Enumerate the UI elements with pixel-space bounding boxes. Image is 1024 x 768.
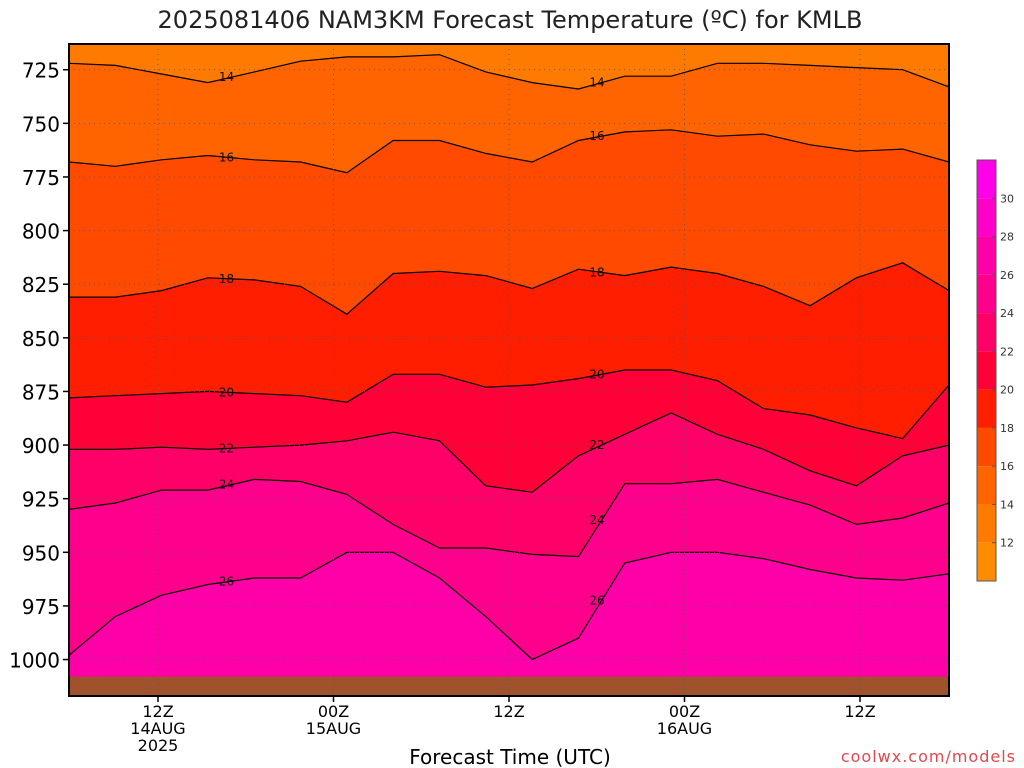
contour-label-18: 18: [219, 272, 234, 286]
colorbar: 12 14 16 18 20 22 24 26 28 30: [976, 159, 1014, 582]
x-tick-label: 00Z: [669, 702, 700, 721]
colorbar-bin-30: [977, 160, 996, 199]
colorbar-bin-20: [977, 351, 996, 390]
grid-lines: [69, 44, 949, 696]
contour-24: [69, 478, 949, 558]
colorbar-bin-10: [977, 542, 996, 581]
contour-26: [69, 551, 949, 661]
chart-title: 2025081406 NAM3KM Forecast Temperature (…: [158, 6, 863, 34]
colorbar-label: 20: [1000, 384, 1014, 397]
contour-20: [69, 369, 949, 440]
x-axis-title: Forecast Time (UTC): [409, 745, 611, 768]
y-tick-label: 825: [22, 273, 60, 297]
y-tick-label: 925: [22, 488, 60, 512]
x-tick-label: 12Z: [844, 702, 875, 721]
contour-18: [69, 262, 949, 315]
ground-surface: [69, 676, 949, 696]
y-tick-label: 975: [22, 595, 60, 619]
contour-label-16: 16: [219, 151, 234, 165]
y-tick-label: 1000: [9, 649, 60, 673]
x-tick-label: 00Z: [318, 702, 349, 721]
contour-label-26: 26: [219, 574, 234, 588]
x-tick-label: 12Z: [493, 702, 524, 721]
y-tick-label: 900: [22, 434, 60, 458]
y-tick-label: 725: [22, 59, 60, 83]
x-tick-label: 14AUG: [130, 719, 185, 738]
colorbar-label: 28: [1000, 231, 1014, 244]
x-tick-label: 12Z: [142, 702, 173, 721]
colorbar-label: 12: [1000, 537, 1014, 550]
colorbar-label: 26: [1000, 269, 1014, 282]
contour-label-24: 24: [589, 513, 604, 527]
colorbar-label: 30: [1000, 192, 1014, 205]
contour-label-26: 26: [589, 594, 604, 608]
contour-label-16: 16: [589, 129, 604, 143]
contour-label-24: 24: [219, 478, 234, 492]
contour-label-20: 20: [219, 386, 234, 400]
contour-label-14: 14: [219, 70, 234, 84]
colorbar-bin-28: [977, 198, 996, 237]
colorbar-label: 22: [1000, 345, 1014, 358]
colorbar-bin-14: [977, 466, 996, 505]
contour-label-22: 22: [589, 438, 604, 452]
contour-label-22: 22: [219, 441, 234, 455]
band-26-28: [69, 552, 949, 696]
contour-label-14: 14: [589, 76, 604, 90]
x-tick-label: 16AUG: [657, 719, 712, 738]
y-axis: 725 750 775 800 825 850 875 900 925 950 975 1000: [9, 59, 69, 673]
plot-area: 14 14 16 16 18 18 20 20 22 22 24 24 26 26: [69, 44, 949, 696]
contour-14: [69, 54, 949, 90]
colorbar-bin-24: [977, 274, 996, 314]
colorbar-label: 16: [1000, 460, 1014, 473]
y-tick-label: 950: [22, 541, 60, 565]
y-tick-label: 875: [22, 380, 60, 404]
colorbar-bin-12: [977, 504, 996, 543]
contour-16: [69, 129, 949, 174]
colorbar-frame: [976, 159, 997, 582]
colorbar-label: 24: [1000, 307, 1014, 320]
x-tick-label: 2025: [138, 736, 179, 755]
colorbar-bin-26: [977, 236, 996, 275]
colorbar-label: 18: [1000, 422, 1014, 435]
credit-link[interactable]: coolwx.com/models: [841, 747, 1016, 766]
y-tick-label: 775: [22, 166, 60, 190]
y-tick-label: 750: [22, 112, 60, 136]
x-tick-label: 15AUG: [306, 719, 361, 738]
y-tick-label: 850: [22, 327, 60, 351]
y-tick-label: 800: [22, 220, 60, 244]
colorbar-bin-18: [977, 389, 996, 428]
colorbar-label: 14: [1000, 498, 1014, 511]
contour-label-20: 20: [589, 367, 604, 381]
colorbar-bin-22: [977, 313, 996, 352]
colorbar-bin-16: [977, 427, 996, 467]
contour-label-18: 18: [589, 265, 604, 279]
